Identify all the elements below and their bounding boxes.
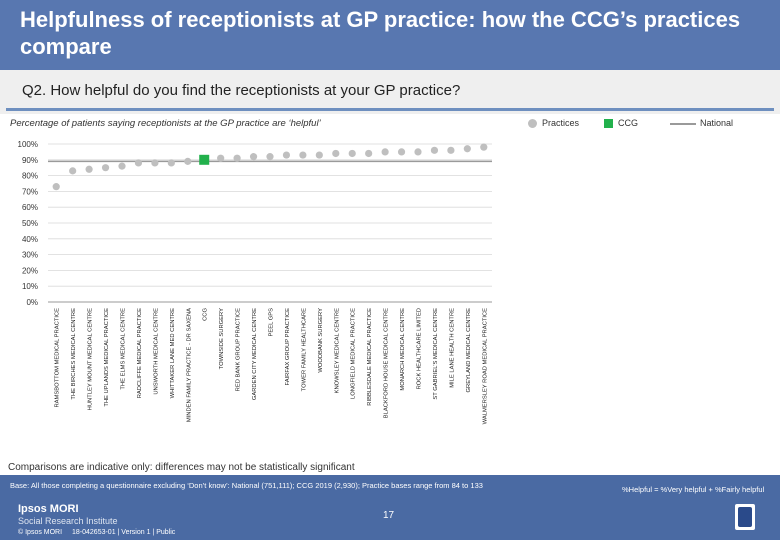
x-category-label: MINDEN FAMILY PRACTICE - DR SAXENA [186,308,192,422]
legend-national-label: National [700,118,734,128]
x-category-label: ROCK HEALTHCARE LIMITED [417,308,423,389]
legend-national-line [670,123,696,125]
practice-dot [365,149,373,158]
practice-dot [332,149,340,158]
y-tick-label: 40% [22,235,38,244]
y-tick-label: 90% [22,156,38,165]
practice-dot [233,154,241,162]
practice-dot [480,143,488,151]
x-category-label: THE ELMS MEDICAL CENTRE [121,308,127,390]
x-category-label: GARDEN CITY MEDICAL CENTRE [252,308,258,400]
x-category-label: BLACKFORD HOUSE MEDICAL CENTRE [384,308,390,418]
practice-dot [282,151,291,159]
practice-dot [430,146,439,154]
x-category-label: RAMSBOTTOM MEDICAL PRACTICE [55,308,61,408]
y-tick-label: 80% [22,172,38,181]
x-category-label: CCG [203,308,209,321]
helpful-definition: %Helpful = %Very helpful + %Fairly helpf… [622,485,765,494]
x-category-label: LONGFIELD MEDICAL PRACTICE [351,308,357,399]
x-category-label: WHITTAKER LANE MED CENTRE [170,308,176,399]
ipsos-mori-wordmark: Ipsos MORI [18,503,79,515]
x-category-label: KNOWSLEY MEDICAL CENTRE [334,308,340,393]
y-tick-label: 10% [22,282,38,291]
question-strip [0,70,780,114]
x-category-label: RIBBLESDALE MEDICAL PRACTICE [367,308,373,406]
ccg-marker [199,154,210,165]
x-category-label: MILE LANE HEALTH CENTRE [449,308,455,388]
practice-dot [101,164,110,172]
x-category-label: RED BANK GROUP PRACTICE [236,308,242,391]
practice-dot [348,149,356,158]
x-category-label: PEEL GPS [269,308,275,337]
legend-ccg-label: CCG [618,118,638,128]
y-tick-label: 100% [18,140,38,149]
x-category-label: TOWER FAMILY HEALTHCARE [301,308,307,391]
copyright-text: © Ipsos MORI [18,529,63,536]
practice-dot [52,183,60,191]
practice-dot [315,151,323,159]
base-note: Base: All those completing a questionnai… [10,481,483,490]
y-tick-label: 60% [22,203,38,212]
legend-practices-label: Practices [542,118,580,128]
x-category-label: WALMERSLEY ROAD MEDICAL PRACTICE [482,308,488,425]
practice-dot [397,148,406,156]
practice-dot [249,153,258,161]
y-tick-label: 0% [26,298,38,307]
question-underline [6,108,774,111]
y-tick-label: 20% [22,266,38,275]
x-category-label: THE BIRCHES MEDICAL CENTRE [71,308,77,400]
ipsos-logo-icon [735,504,755,530]
practice-dot [463,145,471,153]
practice-dot [414,148,422,156]
job-reference: 18-042653-01 | Version 1 | Public [72,529,176,536]
practice-dot [151,159,159,167]
x-category-label: UNSWORTH MEDICAL CENTRE [153,308,159,395]
practice-dot [381,148,389,156]
footer-bar [0,475,780,540]
sri-wordmark: Social Research Institute [18,516,118,526]
x-category-label: WOODBANK SURGERY [318,308,324,373]
practice-dot [134,159,143,167]
practice-dot [69,167,77,175]
x-category-label: THE UPLANDS MEDICAL PRACTICE [104,308,110,407]
practice-dot [266,153,274,161]
x-category-label: FAIRFAX GROUP PRACTICE [285,308,291,386]
x-category-label: HUNTLEY MOUNT MEDICAL CENTRE [88,308,94,410]
practice-dot [217,154,225,162]
y-tick-label: 30% [22,251,38,260]
practice-dot [118,162,126,170]
practice-dot [447,146,455,154]
y-tick-label: 70% [22,187,38,196]
x-category-label: GREYLAND MEDICAL CENTRE [466,308,472,393]
practice-dot [184,157,192,165]
chart-subtitle: Percentage of patients saying receptioni… [10,118,321,129]
y-tick-label: 50% [22,219,38,228]
legend-practices-marker [528,119,537,128]
comparisons-note: Comparisons are indicative only: differe… [8,462,355,473]
practice-dot [299,151,307,159]
page-number: 17 [383,510,395,521]
chart-svg: 0% 10% 20% 30% 40% 50% 60% 70% 80% 90% 100% RAMSBOT… [18,140,492,425]
page-title: Helpfulness of receptionists at GP pract… [20,7,741,59]
x-category-label: RADCLIFFE MEDICAL PRACTICE [137,308,143,398]
practice-dot [167,159,175,167]
x-category-label: ST GABRIEL'S MEDICAL CENTRE [433,308,439,400]
x-category-label: TOWNSIDE SURGERY [219,308,225,369]
question-text: Q2. How helpful do you find the receptio… [22,82,461,99]
x-category-label: MONARCH MEDICAL CENTRE [400,308,406,391]
practice-dot [85,165,93,173]
header-bar: Helpfulness of receptionists at GP pract… [0,0,780,70]
legend-ccg-marker [604,119,613,128]
